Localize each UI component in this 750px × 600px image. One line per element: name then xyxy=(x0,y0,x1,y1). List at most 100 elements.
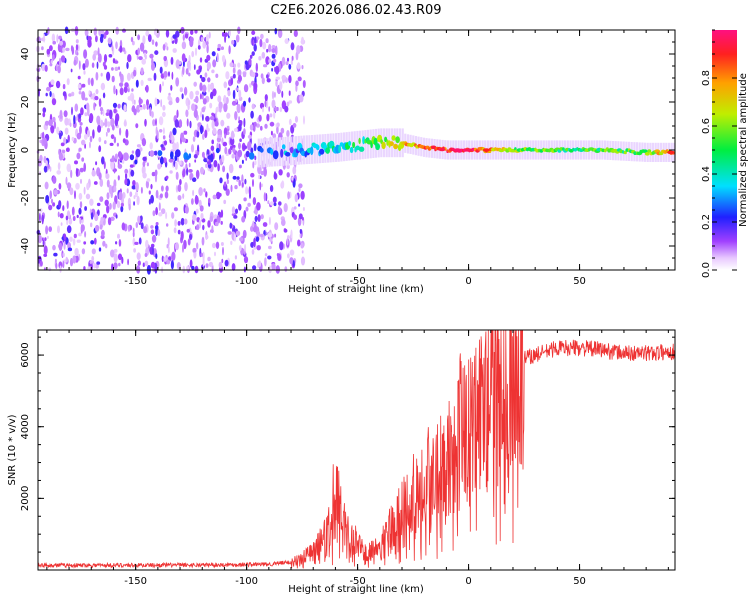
noise-blob xyxy=(219,177,223,184)
noise-blob xyxy=(209,229,214,233)
noise-blob xyxy=(112,102,118,108)
noise-blob xyxy=(135,79,139,88)
noise-blob xyxy=(202,84,207,93)
noise-blob xyxy=(41,214,45,223)
noise-blob xyxy=(111,67,114,71)
noise-blob xyxy=(273,202,277,207)
noise-blob xyxy=(106,192,110,200)
noise-blob xyxy=(265,38,269,44)
noise-blob xyxy=(231,206,235,214)
noise-blob xyxy=(57,65,61,74)
noise-blob xyxy=(59,213,64,219)
noise-blob xyxy=(221,32,225,37)
noise-blob xyxy=(244,244,247,252)
noise-blob xyxy=(107,217,112,226)
signal-blob xyxy=(149,150,155,157)
noise-blob xyxy=(211,120,215,130)
noise-blob xyxy=(163,256,167,262)
noise-blob xyxy=(113,108,117,114)
noise-blob xyxy=(212,59,217,68)
noise-blob xyxy=(163,71,168,78)
noise-blob xyxy=(55,80,61,89)
noise-blob xyxy=(210,91,214,100)
signal-peak xyxy=(667,150,675,155)
noise-blob xyxy=(184,182,188,192)
noise-blob xyxy=(52,54,55,61)
noise-blob xyxy=(242,145,248,150)
noise-blob xyxy=(57,225,60,234)
noise-blob xyxy=(178,160,182,165)
noise-blob xyxy=(212,127,217,135)
noise-blob xyxy=(104,140,107,145)
colorbar-tick-label: 0.2 xyxy=(701,214,712,230)
noise-blob xyxy=(95,263,99,269)
noise-blob xyxy=(170,84,173,91)
noise-blob xyxy=(113,136,117,144)
noise-blob xyxy=(71,106,73,116)
noise-blob xyxy=(93,262,96,269)
noise-blob xyxy=(79,217,82,225)
noise-blob xyxy=(301,36,304,45)
noise-blob xyxy=(118,66,120,70)
noise-blob xyxy=(232,67,236,74)
noise-blob xyxy=(58,152,64,161)
noise-blob xyxy=(142,103,146,110)
noise-blob xyxy=(260,170,264,176)
noise-blob xyxy=(100,110,103,115)
noise-blob xyxy=(98,145,102,153)
noise-blob xyxy=(164,191,169,199)
noise-blob xyxy=(49,166,52,172)
noise-blob xyxy=(69,187,74,196)
noise-blob xyxy=(272,133,277,139)
noise-blob xyxy=(232,175,237,180)
noise-blob xyxy=(78,192,83,200)
noise-blob xyxy=(223,199,227,205)
noise-blob xyxy=(157,163,162,170)
noise-blob xyxy=(78,232,82,237)
noise-blob xyxy=(257,214,261,223)
noise-blob xyxy=(71,206,75,216)
noise-blob xyxy=(137,215,141,224)
noise-blob xyxy=(269,113,273,118)
noise-blob xyxy=(254,155,257,161)
noise-blob xyxy=(247,202,251,207)
noise-blob xyxy=(89,113,94,123)
noise-blob xyxy=(293,206,297,210)
noise-blob xyxy=(125,128,129,139)
noise-blob xyxy=(45,92,48,97)
noise-blob xyxy=(73,233,77,239)
noise-blob xyxy=(144,253,148,257)
noise-blob xyxy=(60,55,66,63)
noise-blob xyxy=(255,62,258,72)
noise-blob xyxy=(121,28,127,33)
spectrogram-ylabel: Frequency (Hz) xyxy=(7,112,18,188)
noise-blob xyxy=(300,242,304,249)
noise-blob xyxy=(52,40,56,45)
noise-blob xyxy=(202,40,206,49)
noise-blob xyxy=(100,82,106,91)
noise-blob xyxy=(132,237,136,246)
noise-blob xyxy=(275,80,278,87)
noise-blob xyxy=(182,66,185,75)
noise-blob xyxy=(188,72,191,77)
noise-blob xyxy=(252,220,255,228)
noise-blob xyxy=(291,55,294,61)
noise-blob xyxy=(224,259,229,267)
noise-blob xyxy=(298,203,301,207)
noise-blob xyxy=(234,127,238,132)
noise-blob xyxy=(268,44,272,53)
noise-blob xyxy=(159,66,163,74)
noise-blob xyxy=(177,156,179,163)
noise-blob xyxy=(127,54,132,63)
noise-blob xyxy=(165,212,168,220)
noise-blob xyxy=(277,205,281,214)
noise-blob xyxy=(73,114,76,125)
noise-blob xyxy=(75,182,80,190)
noise-blob xyxy=(296,45,301,55)
noise-blob xyxy=(194,47,198,57)
noise-blob xyxy=(206,41,209,46)
noise-blob xyxy=(274,106,278,112)
figure-title: C2E6.2026.086.02.43.R09 xyxy=(270,3,441,18)
noise-blob xyxy=(65,215,69,221)
noise-blob xyxy=(172,34,177,39)
